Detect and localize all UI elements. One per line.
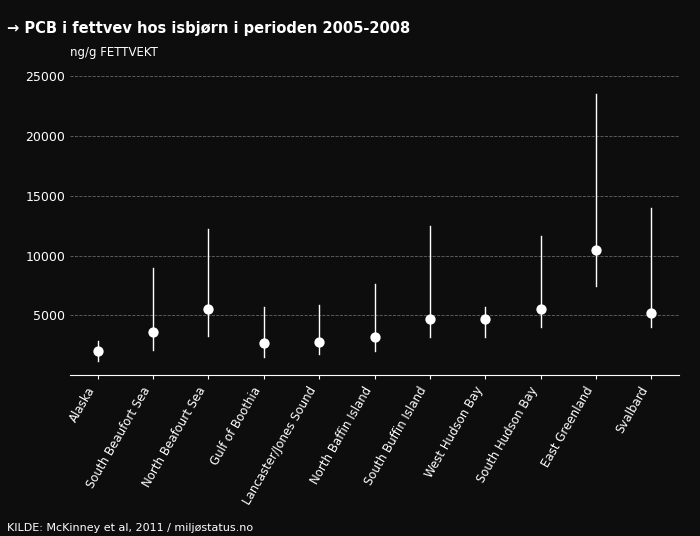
Point xyxy=(424,315,435,323)
Point xyxy=(203,305,214,314)
Point xyxy=(369,333,380,341)
Text: KILDE: McKinney et al, 2011 / miljøstatus.no: KILDE: McKinney et al, 2011 / miljøstatu… xyxy=(7,523,253,533)
Point xyxy=(590,245,601,254)
Text: → PCB i fettvev hos isbjørn i perioden 2005-2008: → PCB i fettvev hos isbjørn i perioden 2… xyxy=(7,21,410,36)
Point xyxy=(92,347,104,355)
Point xyxy=(645,309,657,317)
Point xyxy=(258,339,270,347)
Point xyxy=(480,315,491,323)
Point xyxy=(148,328,159,337)
Point xyxy=(535,305,546,314)
Text: ng/g FETTVEKT: ng/g FETTVEKT xyxy=(70,46,158,59)
Point xyxy=(314,338,325,346)
